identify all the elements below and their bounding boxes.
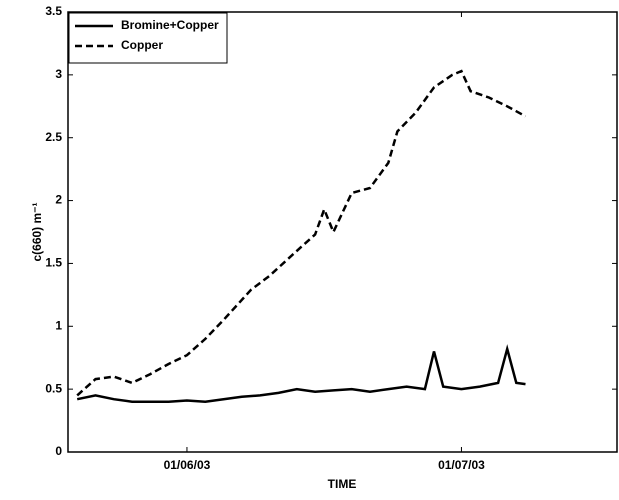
- data-line: [76, 69, 527, 397]
- plot-frame: [67, 11, 618, 453]
- y-tick-label: 2: [55, 193, 62, 207]
- y-tick-label: 1.5: [45, 256, 62, 270]
- y-tick-label: 1: [55, 318, 62, 332]
- x-axis-label: TIME: [328, 477, 357, 491]
- y-tick-label: 3.5: [45, 4, 62, 18]
- y-tick-label: 0.5: [45, 381, 62, 395]
- y-axis-label: c(660) m⁻¹: [30, 202, 44, 261]
- y-tick-label: 3: [55, 67, 62, 81]
- data-line: [76, 344, 526, 403]
- y-tick-label: 0: [55, 444, 62, 458]
- x-tick-label: 01/07/03: [438, 458, 485, 472]
- legend-box: [68, 12, 228, 64]
- x-tick-label: 01/06/03: [164, 458, 211, 472]
- y-tick-label: 2.5: [45, 130, 62, 144]
- legend-label: Bromine+Copper: [121, 18, 219, 32]
- legend-label: Copper: [121, 38, 163, 52]
